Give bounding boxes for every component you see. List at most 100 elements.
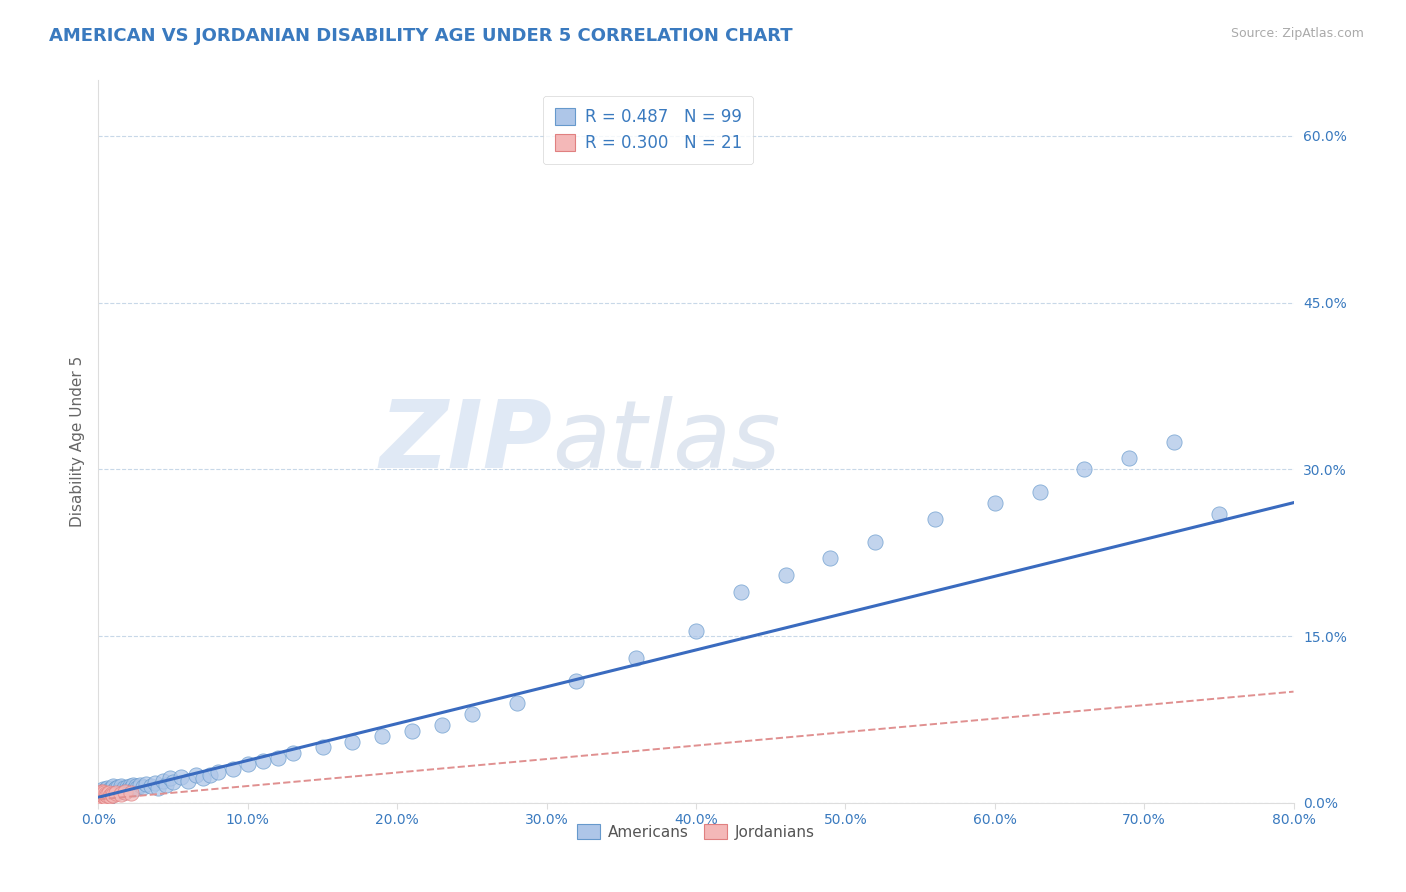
Point	[124, 782, 146, 797]
Point	[236, 756, 259, 771]
Point	[111, 783, 134, 797]
Point	[91, 788, 114, 802]
Point	[90, 789, 112, 804]
Point	[91, 791, 114, 805]
Point	[121, 778, 143, 792]
Point	[94, 789, 117, 804]
Point	[132, 780, 155, 795]
Point	[98, 789, 122, 804]
Point	[89, 788, 111, 802]
Point	[93, 788, 115, 802]
Point	[207, 764, 229, 779]
Point	[89, 790, 111, 805]
Point	[89, 792, 111, 806]
Point	[135, 777, 157, 791]
Point	[110, 779, 132, 793]
Point	[89, 786, 111, 800]
Point	[103, 788, 125, 802]
Point	[97, 787, 120, 801]
Point	[89, 787, 111, 801]
Point	[1163, 434, 1185, 449]
Point	[105, 786, 128, 800]
Point	[371, 729, 394, 743]
Point	[90, 791, 112, 805]
Point	[112, 781, 135, 796]
Point	[90, 790, 112, 805]
Point	[155, 778, 177, 792]
Point	[865, 534, 887, 549]
Point	[117, 782, 139, 797]
Point	[104, 782, 127, 797]
Point	[93, 786, 115, 800]
Point	[107, 780, 129, 795]
Point	[94, 782, 117, 797]
Point	[90, 789, 112, 804]
Point	[565, 673, 588, 688]
Point	[91, 788, 114, 802]
Point	[105, 785, 128, 799]
Point	[115, 780, 138, 795]
Point	[90, 785, 112, 799]
Point	[162, 774, 184, 789]
Point	[96, 788, 118, 802]
Point	[94, 790, 117, 805]
Point	[93, 789, 115, 804]
Point	[96, 785, 118, 799]
Point	[101, 785, 124, 799]
Point	[91, 789, 114, 804]
Point	[120, 786, 142, 800]
Point	[103, 779, 125, 793]
Point	[129, 778, 152, 792]
Point	[120, 781, 142, 796]
Point	[97, 790, 120, 805]
Point	[1208, 507, 1230, 521]
Point	[105, 781, 128, 796]
Point	[191, 772, 214, 786]
Point	[506, 696, 529, 710]
Point	[90, 785, 112, 799]
Point	[1118, 451, 1140, 466]
Point	[103, 783, 125, 797]
Point	[177, 773, 200, 788]
Point	[148, 781, 170, 796]
Point	[114, 785, 136, 799]
Point	[139, 779, 162, 793]
Point	[96, 788, 118, 802]
Text: atlas: atlas	[553, 396, 780, 487]
Point	[98, 786, 122, 800]
Point	[820, 551, 842, 566]
Point	[91, 785, 114, 799]
Point	[90, 792, 112, 806]
Point	[89, 792, 111, 806]
Point	[984, 496, 1007, 510]
Point	[685, 624, 707, 638]
Point	[461, 706, 484, 721]
Point	[97, 786, 120, 800]
Point	[90, 787, 112, 801]
Point	[267, 751, 290, 765]
Point	[143, 776, 166, 790]
Point	[94, 785, 117, 799]
Point	[118, 779, 141, 793]
Point	[110, 782, 132, 797]
Point	[401, 723, 423, 738]
Point	[93, 783, 115, 797]
Point	[626, 651, 648, 665]
Point	[89, 790, 111, 805]
Point	[430, 718, 453, 732]
Point	[94, 790, 117, 805]
Point	[101, 781, 124, 796]
Point	[93, 786, 115, 800]
Point	[252, 754, 274, 768]
Point	[200, 768, 222, 782]
Point	[342, 734, 364, 748]
Point	[281, 746, 304, 760]
Text: AMERICAN VS JORDANIAN DISABILITY AGE UNDER 5 CORRELATION CHART: AMERICAN VS JORDANIAN DISABILITY AGE UND…	[49, 27, 793, 45]
Point	[775, 568, 797, 582]
Text: ZIP: ZIP	[380, 395, 553, 488]
Point	[91, 782, 114, 797]
Point	[730, 584, 752, 599]
Point	[184, 768, 207, 782]
Point	[222, 763, 245, 777]
Point	[169, 770, 191, 784]
